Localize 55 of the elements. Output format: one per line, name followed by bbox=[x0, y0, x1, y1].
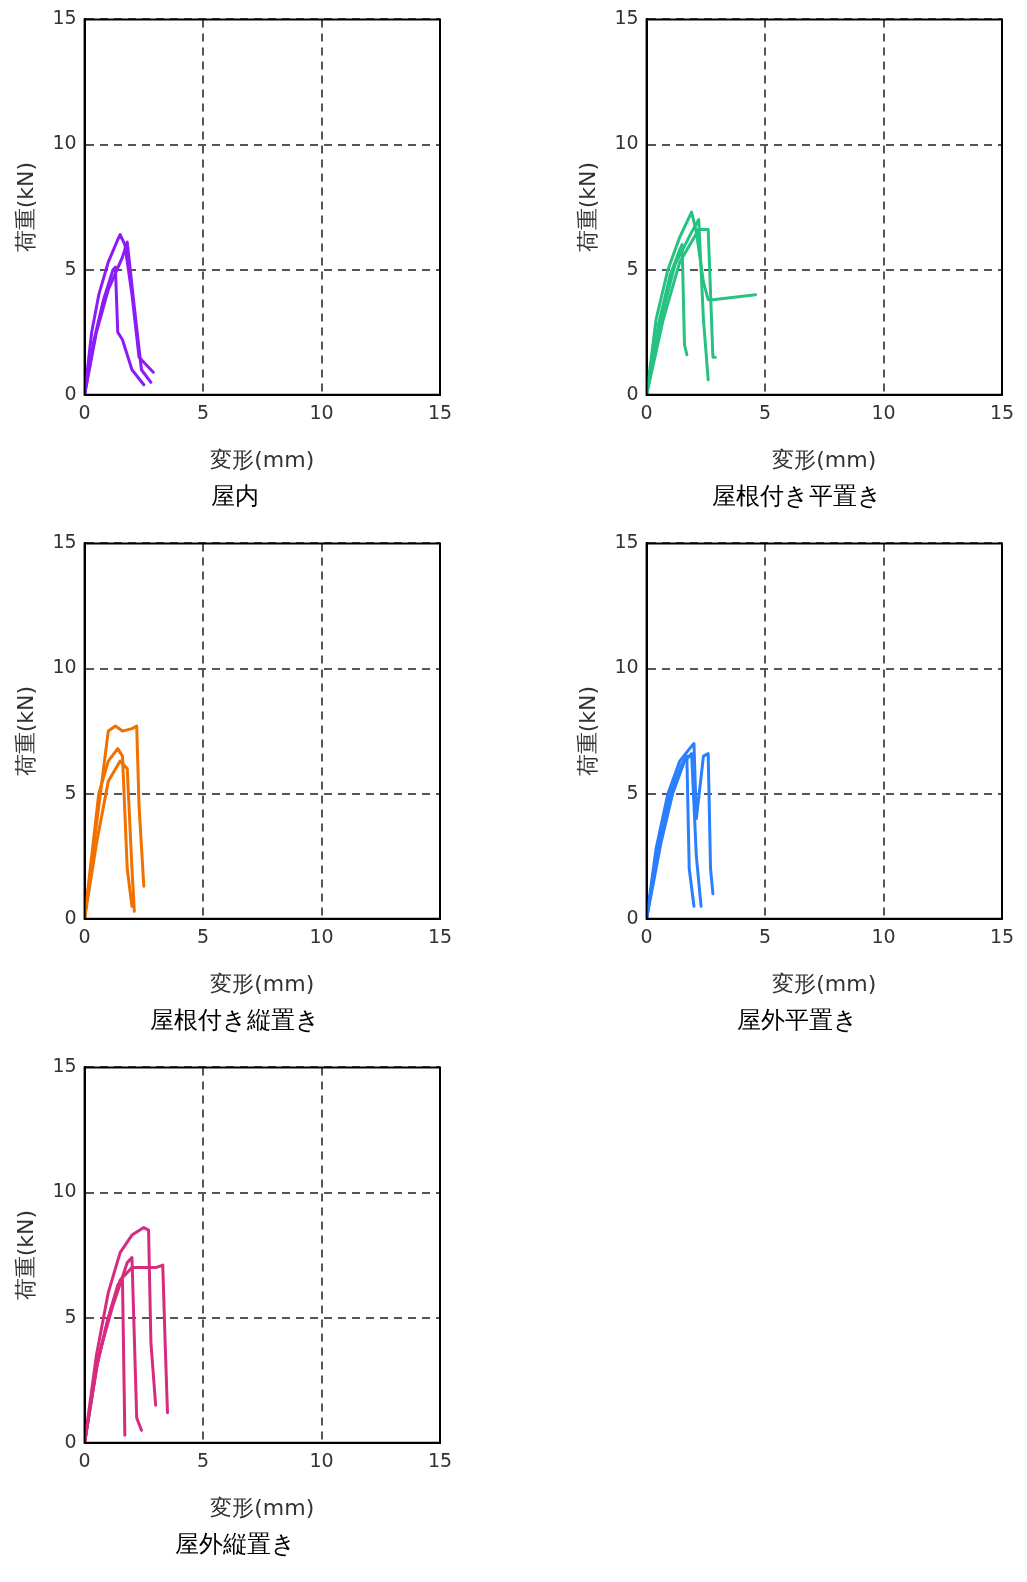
y-tick-label: 5 bbox=[64, 1304, 77, 1327]
x-tick-label: 0 bbox=[640, 925, 653, 948]
x-axis-title: 変形(mm) bbox=[772, 446, 877, 472]
x-tick-label: 0 bbox=[640, 401, 653, 424]
y-axis-title: 荷重(kN) bbox=[574, 685, 600, 777]
x-tick-label: 0 bbox=[78, 925, 91, 948]
text: 屋根付き平置き bbox=[711, 481, 883, 512]
y-axis-title: 荷重(kN) bbox=[12, 685, 38, 777]
x-axis-title: 変形(mm) bbox=[210, 970, 315, 996]
y-tick-label: 10 bbox=[614, 655, 639, 678]
x-tick-label: 5 bbox=[197, 925, 210, 948]
y-tick-label: 15 bbox=[614, 6, 639, 29]
text: 屋外縦置き bbox=[173, 1529, 297, 1560]
text: 屋内 bbox=[210, 481, 260, 512]
y-tick-label: 5 bbox=[626, 256, 639, 279]
y-tick-label: 0 bbox=[64, 381, 77, 404]
x-tick-label: 0 bbox=[78, 401, 91, 424]
y-axis-title: 荷重(kN) bbox=[12, 161, 38, 253]
x-tick-label: 5 bbox=[197, 401, 210, 424]
y-axis-title: 荷重(kN) bbox=[12, 1209, 38, 1301]
text: 屋外平置き bbox=[735, 1005, 859, 1036]
x-tick-label: 5 bbox=[197, 1449, 210, 1472]
x-tick-label: 10 bbox=[309, 925, 334, 948]
y-tick-label: 15 bbox=[52, 6, 77, 29]
x-tick-label: 15 bbox=[427, 1449, 453, 1472]
y-tick-label: 5 bbox=[64, 780, 77, 803]
x-tick-label: 15 bbox=[989, 401, 1015, 424]
y-tick-label: 15 bbox=[52, 530, 77, 553]
x-tick-label: 10 bbox=[871, 401, 896, 424]
x-tick-label: 15 bbox=[989, 925, 1015, 948]
x-tick-label: 5 bbox=[759, 925, 772, 948]
y-tick-label: 0 bbox=[64, 905, 77, 928]
x-tick-label: 15 bbox=[427, 925, 453, 948]
x-axis-title: 変形(mm) bbox=[772, 970, 877, 996]
y-tick-label: 0 bbox=[64, 1429, 77, 1452]
x-tick-label: 10 bbox=[309, 1449, 334, 1472]
x-tick-label: 10 bbox=[871, 925, 896, 948]
y-tick-label: 0 bbox=[626, 905, 639, 928]
text: 屋根付き縦置き bbox=[149, 1005, 321, 1036]
x-axis-title: 変形(mm) bbox=[210, 446, 315, 472]
y-axis-title: 荷重(kN) bbox=[574, 161, 600, 253]
y-tick-label: 5 bbox=[626, 780, 639, 803]
x-tick-label: 0 bbox=[78, 1449, 91, 1472]
y-tick-label: 0 bbox=[626, 381, 639, 404]
y-tick-label: 10 bbox=[52, 655, 77, 678]
y-tick-label: 10 bbox=[52, 131, 77, 154]
y-tick-label: 10 bbox=[614, 131, 639, 154]
y-tick-label: 10 bbox=[52, 1179, 77, 1202]
y-tick-label: 15 bbox=[52, 1054, 77, 1077]
y-tick-label: 5 bbox=[64, 256, 77, 279]
x-tick-label: 5 bbox=[759, 401, 772, 424]
x-tick-label: 15 bbox=[427, 401, 453, 424]
y-tick-label: 15 bbox=[614, 530, 639, 553]
x-axis-title: 変形(mm) bbox=[210, 1494, 315, 1520]
x-tick-label: 10 bbox=[309, 401, 334, 424]
